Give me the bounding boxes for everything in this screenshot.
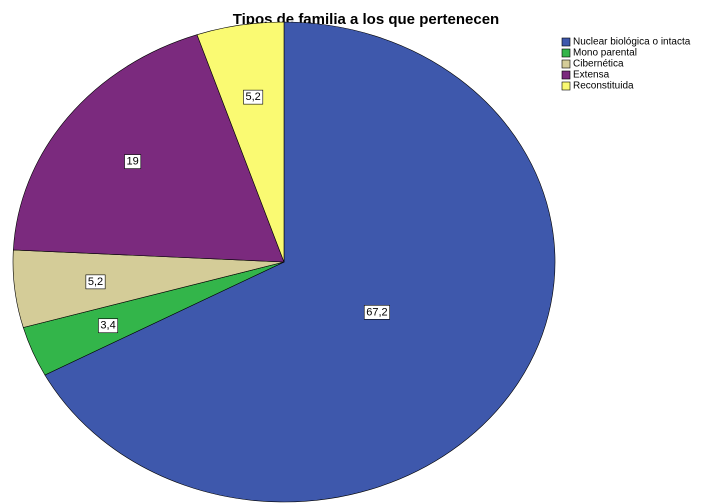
legend-swatch	[561, 37, 571, 47]
value-label: 3,4	[100, 320, 115, 332]
legend-label: Mono parental	[573, 48, 637, 59]
value-label-box	[363, 304, 390, 320]
legend-label: Extensa	[573, 70, 610, 81]
value-label-box	[243, 89, 264, 105]
value-label-box	[98, 318, 119, 334]
pie-slice	[44, 21, 556, 503]
value-label: 67,2	[366, 306, 387, 318]
legend-label: Nuclear biológica o intacta	[573, 37, 691, 48]
legend-swatch	[561, 59, 571, 69]
legend-label: Reconstituida	[573, 81, 634, 92]
legend-swatch	[561, 70, 571, 80]
legend-swatch	[561, 81, 571, 91]
value-label: 5,2	[245, 91, 260, 103]
pie-slice	[196, 21, 285, 263]
legend-swatch	[561, 48, 571, 58]
pie-slice	[13, 34, 285, 263]
value-label: 5,2	[88, 276, 103, 288]
value-label-box	[85, 274, 106, 290]
value-label: 19	[127, 156, 139, 168]
legend-label: Cibernética	[573, 59, 624, 70]
value-label-box	[124, 154, 142, 169]
